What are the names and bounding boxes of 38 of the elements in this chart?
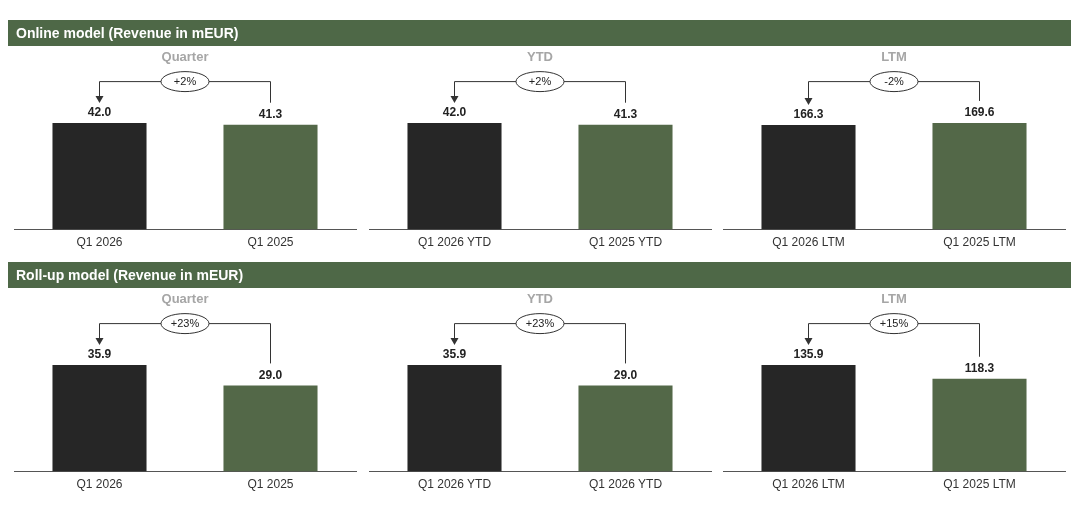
data-label: 29.0 <box>613 367 637 382</box>
text: +2% <box>528 74 551 87</box>
text: Roll-up model (Revenue in mEUR) <box>16 267 244 283</box>
data-label: 135.9 <box>793 347 824 362</box>
text: +23% <box>170 316 200 329</box>
data-label: 42.0 <box>442 105 466 120</box>
text: +15% <box>879 316 909 329</box>
x-tick-label: Q1 2026 YTD <box>417 235 491 250</box>
data-label: 166.3 <box>793 107 824 122</box>
x-tick-label: Q1 2026 <box>76 477 123 492</box>
chart-title: Quarter <box>161 49 209 65</box>
x-tick-label: Q1 2025 YTD <box>588 235 662 250</box>
x-tick-label: Q1 2025 <box>247 235 294 250</box>
x-tick-label: Q1 2026 YTD <box>588 477 662 492</box>
text: -2% <box>884 74 904 87</box>
x-tick-label: Q1 2026 YTD <box>417 477 491 492</box>
text: +23% <box>525 316 554 329</box>
x-tick-label: Q1 2025 LTM <box>943 477 1016 492</box>
data-label: 35.9 <box>442 347 466 362</box>
data-label: 169.6 <box>964 105 995 120</box>
x-tick-label: Q1 2026 LTM <box>772 235 845 250</box>
x-tick-label: Q1 2026 <box>76 235 123 250</box>
data-label: 41.3 <box>613 107 637 122</box>
chart-title: LTM <box>881 49 907 65</box>
data-label: 41.3 <box>258 107 283 122</box>
data-label: 118.3 <box>964 361 995 376</box>
chart-title: Quarter <box>161 291 209 307</box>
x-tick-label: Q1 2026 LTM <box>772 477 845 492</box>
x-tick-label: Q1 2025 LTM <box>943 235 1016 250</box>
data-label: 29.0 <box>258 367 283 382</box>
text: Online model (Revenue in mEUR) <box>16 25 239 41</box>
x-tick-label: Q1 2025 <box>247 477 294 492</box>
data-label: 42.0 <box>87 105 112 120</box>
data-label: 35.9 <box>87 347 112 362</box>
chart-title: YTD <box>526 291 553 307</box>
text: +2% <box>173 74 197 87</box>
chart-title: YTD <box>526 49 553 65</box>
chart-title: LTM <box>881 291 907 307</box>
